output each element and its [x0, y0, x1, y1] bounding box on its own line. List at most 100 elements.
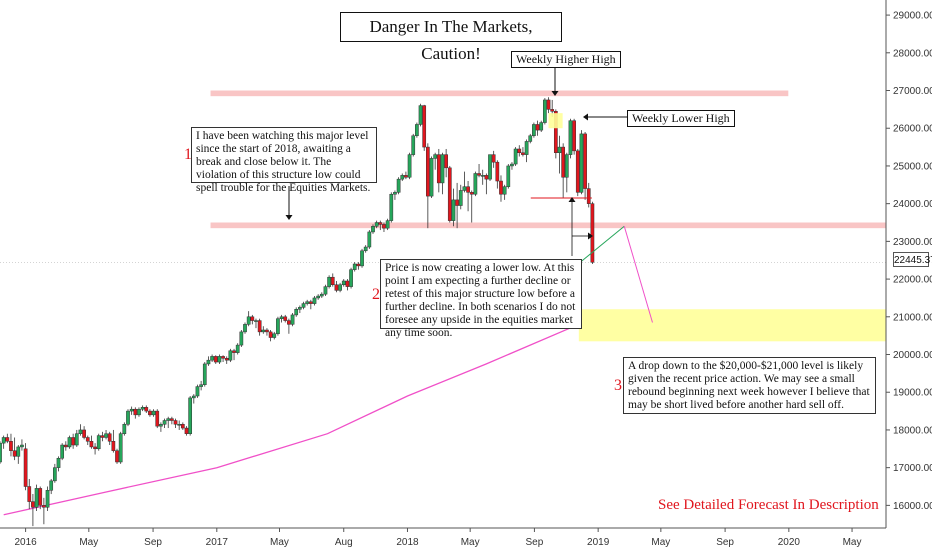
candle-body [45, 490, 50, 508]
y-tick-label: 27000.00 [893, 86, 932, 97]
resistance-zone [210, 90, 789, 97]
x-tick-label: Sep [716, 537, 734, 548]
candle-body [199, 384, 203, 387]
candle-body [436, 154, 441, 184]
candle-body [564, 154, 569, 178]
weekly-higher-high-label: Weekly Higher High [511, 51, 621, 68]
candle-body [155, 410, 160, 427]
candle-body [323, 286, 328, 295]
y-tick-label: 16000.00 [893, 501, 932, 512]
candle-body [385, 220, 390, 229]
candle-body [330, 276, 335, 285]
y-tick-label: 29000.00 [893, 11, 932, 22]
candle-body [213, 356, 218, 363]
candle-body [0, 442, 2, 463]
y-tick-label: 26000.00 [893, 124, 932, 135]
moving-average-layer [3, 323, 580, 516]
candle-body [294, 309, 299, 316]
candle-body [455, 199, 459, 206]
candle-body [232, 350, 236, 353]
candle-body [575, 150, 580, 193]
y-tick-label: 28000.00 [893, 48, 932, 59]
candle-body [243, 324, 247, 333]
candle-body [506, 165, 511, 187]
candle-body [217, 356, 222, 363]
candle-body [250, 316, 255, 321]
candle-body [418, 105, 423, 125]
weekly-lower-high-label: Weekly Lower High [627, 110, 735, 127]
candle-body [502, 186, 507, 195]
x-tick-label: May [270, 537, 289, 548]
candle-body [440, 154, 445, 184]
candle-body [42, 505, 46, 508]
candle-body [151, 410, 156, 416]
y-tick-label: 22000.00 [893, 275, 932, 286]
candle-body [122, 424, 127, 434]
candle-body [173, 420, 178, 425]
candle-body [221, 356, 225, 359]
candle-body [458, 190, 463, 206]
x-tick-label: 2019 [587, 537, 610, 548]
candle-body [170, 418, 174, 421]
candle-body [9, 441, 13, 451]
candle-body [400, 175, 405, 180]
candle-body [115, 450, 119, 463]
candle-body [246, 316, 251, 325]
zone-layer [210, 90, 886, 342]
y-tick-label: 19000.00 [893, 388, 932, 399]
candle-body [118, 433, 123, 463]
candle-body [411, 135, 416, 155]
note-2: Price is now creating a lower low. At th… [380, 259, 582, 339]
candle-body [53, 467, 57, 482]
candle-body [352, 263, 357, 270]
y-tick-label: 17000.00 [893, 463, 932, 474]
candle-body [480, 175, 485, 177]
candle-body [137, 408, 141, 416]
candle-body [477, 173, 481, 176]
candle-body [71, 437, 75, 446]
candle-body [23, 448, 28, 487]
candle-body [85, 437, 90, 442]
candle-body [38, 488, 43, 506]
candle-body [528, 135, 533, 142]
candle-body [56, 457, 61, 468]
note1-arrow-head [285, 215, 293, 220]
candle-body [363, 246, 368, 252]
candle-body [447, 167, 452, 221]
candle-body [78, 429, 83, 434]
candle-body [349, 269, 353, 287]
projection-down-line [623, 226, 653, 323]
x-tick-label: 2018 [396, 537, 419, 548]
candle-body [510, 163, 514, 167]
x-tick-label: 2017 [206, 537, 229, 548]
candle-body [144, 407, 149, 412]
candle-body [228, 350, 233, 361]
candle-body [74, 433, 79, 446]
y-axis: 16000.00 17000.00 18000.00 19000.00 20000.00… [885, 0, 932, 528]
candle-body [521, 152, 525, 155]
x-tick-label: May [843, 537, 862, 548]
candle-body [546, 99, 551, 110]
candle-body [5, 437, 10, 442]
candle-body [466, 186, 470, 193]
candle-body [162, 420, 167, 425]
candle-body [378, 222, 383, 225]
bracket-arrow-right-head [588, 232, 593, 240]
x-tick-label: Sep [144, 537, 162, 548]
candle-body [104, 433, 108, 438]
candle-body [389, 193, 394, 221]
candle-body [393, 192, 397, 195]
candle-body [82, 429, 86, 438]
candle-body [462, 186, 467, 191]
candle-body [557, 146, 562, 153]
candle-body [89, 441, 94, 448]
x-tick-label: Sep [526, 537, 544, 548]
candle-body [276, 318, 280, 335]
candle-body [34, 488, 39, 508]
x-tick-label: May [651, 537, 670, 548]
candle-body [180, 424, 185, 429]
candle-body [148, 410, 152, 416]
candle-body [495, 161, 500, 182]
moving-average-line [3, 323, 580, 516]
